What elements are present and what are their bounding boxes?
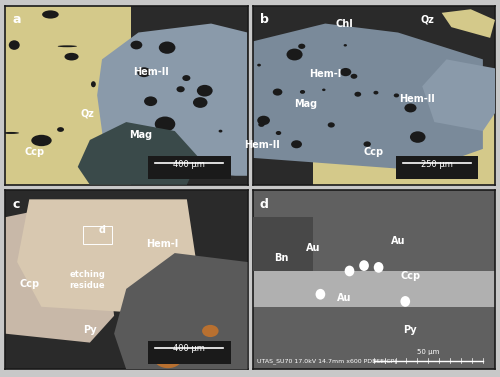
Text: Ccp: Ccp — [364, 147, 384, 158]
Circle shape — [148, 156, 162, 167]
Circle shape — [154, 347, 182, 368]
Text: Hem-II: Hem-II — [244, 140, 280, 150]
Ellipse shape — [359, 260, 369, 271]
Circle shape — [130, 41, 142, 49]
Circle shape — [144, 97, 157, 106]
Circle shape — [322, 89, 326, 91]
Circle shape — [155, 116, 176, 132]
Text: Ccp: Ccp — [19, 279, 40, 288]
Ellipse shape — [58, 45, 77, 47]
Ellipse shape — [64, 53, 78, 60]
Circle shape — [298, 44, 306, 49]
Circle shape — [182, 75, 190, 81]
Circle shape — [166, 342, 182, 354]
Circle shape — [374, 91, 378, 95]
Circle shape — [202, 325, 218, 337]
Text: Qz: Qz — [420, 15, 434, 25]
Circle shape — [344, 44, 347, 46]
Circle shape — [197, 85, 212, 97]
FancyBboxPatch shape — [148, 156, 230, 179]
Ellipse shape — [400, 296, 410, 307]
Text: d: d — [98, 225, 105, 235]
Ellipse shape — [316, 289, 325, 300]
FancyBboxPatch shape — [148, 341, 230, 364]
Text: etching
residue: etching residue — [70, 270, 106, 290]
Text: Py: Py — [404, 325, 417, 335]
Text: Au: Au — [306, 243, 320, 253]
Text: Hem-II: Hem-II — [132, 67, 168, 77]
Ellipse shape — [344, 265, 354, 276]
Text: Hem-I: Hem-I — [309, 69, 342, 79]
Bar — [252, 271, 495, 307]
Circle shape — [159, 41, 176, 54]
Circle shape — [258, 122, 264, 127]
Circle shape — [394, 93, 399, 97]
Circle shape — [257, 64, 261, 66]
FancyBboxPatch shape — [396, 156, 478, 179]
Ellipse shape — [42, 11, 58, 18]
Text: Chl: Chl — [336, 18, 353, 29]
Bar — [82, 226, 112, 244]
Circle shape — [170, 149, 174, 152]
Text: d: d — [260, 198, 268, 210]
Polygon shape — [422, 60, 495, 131]
Ellipse shape — [57, 127, 64, 132]
Circle shape — [273, 89, 282, 96]
Polygon shape — [252, 23, 483, 170]
Text: Au: Au — [391, 236, 405, 245]
Circle shape — [218, 130, 222, 133]
Circle shape — [286, 49, 302, 60]
Text: 250 μm: 250 μm — [421, 159, 452, 169]
Text: b: b — [260, 13, 268, 26]
Text: Au: Au — [338, 293, 352, 303]
Text: Qz: Qz — [80, 108, 94, 118]
Circle shape — [328, 122, 335, 127]
Text: 400 μm: 400 μm — [174, 344, 205, 353]
Bar — [313, 95, 495, 185]
Circle shape — [350, 74, 358, 79]
Circle shape — [410, 131, 426, 143]
Text: Py: Py — [83, 325, 96, 335]
Text: 400 μm: 400 μm — [174, 159, 205, 169]
Circle shape — [138, 67, 150, 77]
Bar — [5, 6, 131, 185]
Text: c: c — [12, 198, 20, 210]
Polygon shape — [97, 23, 248, 176]
Text: Ccp: Ccp — [24, 147, 44, 158]
Circle shape — [291, 140, 302, 148]
Bar — [252, 217, 313, 271]
Text: a: a — [12, 13, 21, 26]
Circle shape — [404, 104, 416, 112]
Ellipse shape — [91, 81, 96, 87]
Circle shape — [176, 86, 184, 92]
Circle shape — [300, 90, 305, 94]
Polygon shape — [114, 253, 248, 369]
Text: Mag: Mag — [294, 99, 318, 109]
Text: Hem-I: Hem-I — [146, 239, 179, 249]
Circle shape — [257, 116, 270, 125]
Ellipse shape — [32, 135, 52, 146]
Circle shape — [340, 68, 351, 76]
Circle shape — [193, 97, 208, 108]
Ellipse shape — [2, 132, 19, 134]
Circle shape — [276, 131, 281, 135]
Ellipse shape — [9, 40, 20, 50]
Polygon shape — [5, 205, 114, 343]
Polygon shape — [78, 122, 199, 185]
Text: Bn: Bn — [274, 253, 289, 264]
Text: Ccp: Ccp — [400, 271, 420, 281]
Text: UTAS_SU70 17.0kV 14.7mm x600 PDBSE(CP): UTAS_SU70 17.0kV 14.7mm x600 PDBSE(CP) — [258, 359, 397, 364]
Text: Hem-II: Hem-II — [400, 94, 436, 104]
Text: 50 μm: 50 μm — [417, 349, 440, 355]
Circle shape — [364, 141, 371, 147]
Circle shape — [354, 92, 361, 97]
Text: Mag: Mag — [129, 130, 152, 139]
Polygon shape — [17, 199, 199, 316]
Ellipse shape — [374, 262, 384, 273]
Polygon shape — [442, 9, 495, 38]
